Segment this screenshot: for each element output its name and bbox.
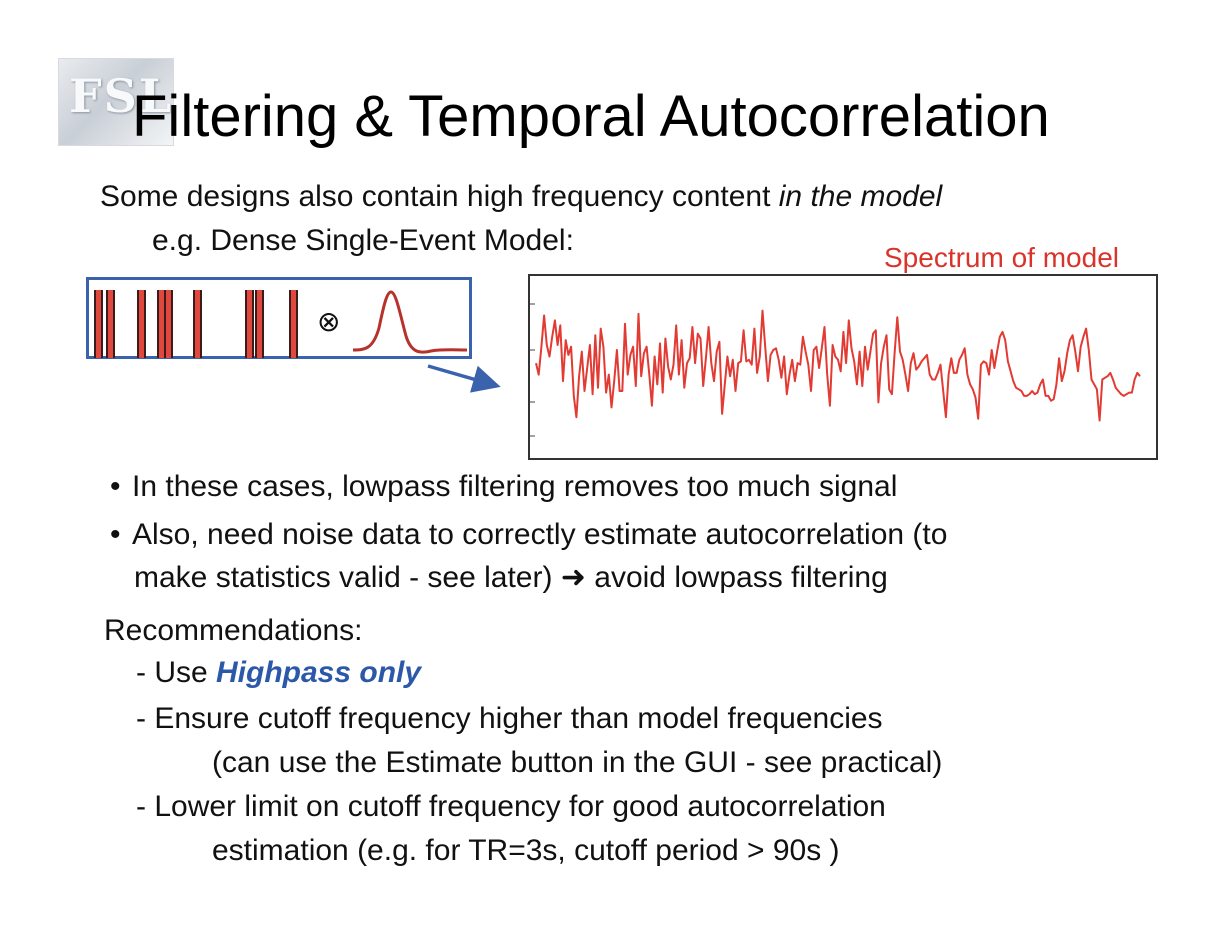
intro-emphasis: in the model [778,180,943,213]
bullet-text: In these cases, lowpass filtering remove… [132,470,898,503]
recommendation-3-detail: estimation (e.g. for TR=3s, cutoff perio… [212,834,840,867]
event-model-box: ⊗ [86,277,472,359]
slide-title: Filtering & Temporal Autocorrelation [132,84,1050,149]
spectrum-svg [530,303,1141,437]
event-stick [106,290,115,358]
spectrum-label: Spectrum of model [884,242,1119,273]
bullet-icon: • [110,470,121,503]
intro-text: Some designs also contain high frequency… [100,180,779,213]
rec1-prefix: - Use [136,656,217,689]
bullet-item: • Also, need noise data to correctly esti… [110,518,947,551]
hrf-curve [352,290,468,354]
recommendation-3: - Lower limit on cutoff frequency for go… [136,790,886,823]
event-stick [255,290,264,358]
event-stick [289,290,298,358]
bullet-item: • In these cases, lowpass filtering remov… [110,470,897,503]
event-stick [245,290,254,358]
event-stick [164,290,173,358]
fsl-logo: FSL [58,58,174,146]
recommendation-1: - Use Highpass only [136,656,421,689]
intro-line: Some designs also contain high frequency… [100,180,942,213]
example-line: e.g. Dense Single-Event Model: [152,224,574,257]
event-stick [94,290,103,358]
arrow-icon [427,364,501,393]
event-stick [193,290,202,358]
recommendation-2: - Ensure cutoff frequency higher than mo… [136,702,883,735]
spectrum-chart [528,274,1158,460]
event-stick [137,290,146,358]
recommendations-heading: Recommendations: [104,614,363,647]
recommendation-2-detail: (can use the Estimate button in the GUI … [212,746,943,779]
convolution-symbol: ⊗ [317,305,341,338]
highpass-highlight: Highpass only [216,656,422,689]
spectrum-series-line [535,309,1141,422]
logo-text: FSL [69,69,174,123]
bullet-continuation: make statistics valid - see later) ➜ avo… [134,561,888,594]
bullet-text: Also, need noise data to correctly estim… [132,518,948,551]
bullet-icon: • [110,518,121,551]
